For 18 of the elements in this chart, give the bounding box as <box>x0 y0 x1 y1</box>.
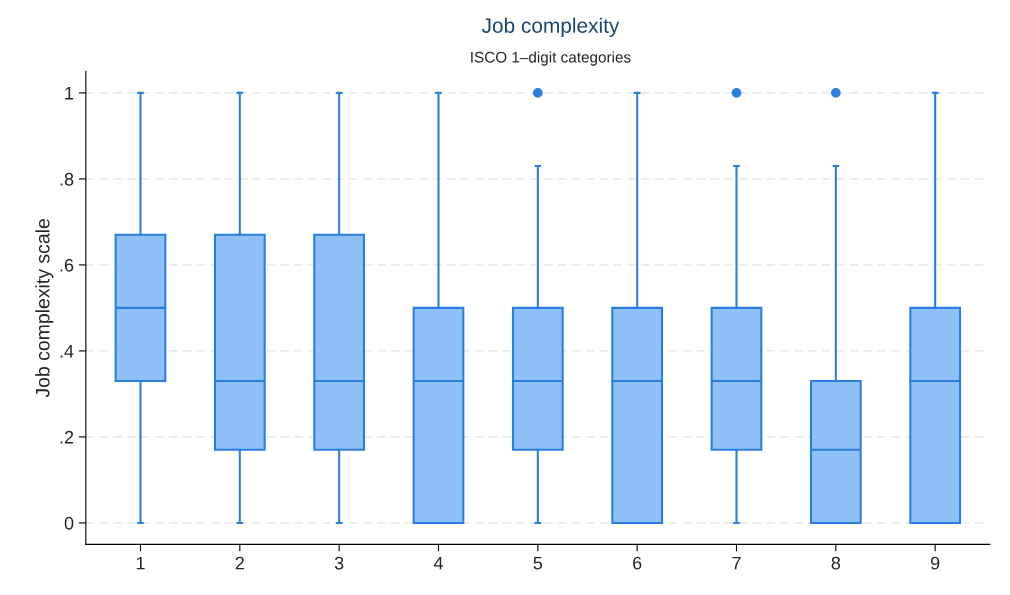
y-tick-label: 0 <box>64 516 74 530</box>
chart-title: Job complexity <box>481 17 620 38</box>
y-tick-label: .6 <box>60 258 74 272</box>
y-tick-label: 1 <box>65 87 74 100</box>
x-tick-label: 9 <box>930 556 940 570</box>
x-tick-label: 1 <box>136 556 145 570</box>
y-tick-label: .8 <box>60 172 74 186</box>
chart-subtitle: ISCO 1–digit categories <box>471 51 631 66</box>
x-tick-label: 4 <box>433 556 443 570</box>
x-tick-label: 6 <box>633 556 642 570</box>
x-tick-label: 8 <box>831 556 841 570</box>
y-tick-label: .2 <box>60 430 74 444</box>
y-axis-title: Job complexity scale <box>35 219 54 398</box>
x-tick-label: 5 <box>533 556 543 570</box>
x-tick-label: 2 <box>235 556 244 570</box>
x-tick-label: 7 <box>732 556 741 570</box>
x-tick-label: 3 <box>334 556 344 570</box>
y-tick-label: .4 <box>60 345 74 358</box>
